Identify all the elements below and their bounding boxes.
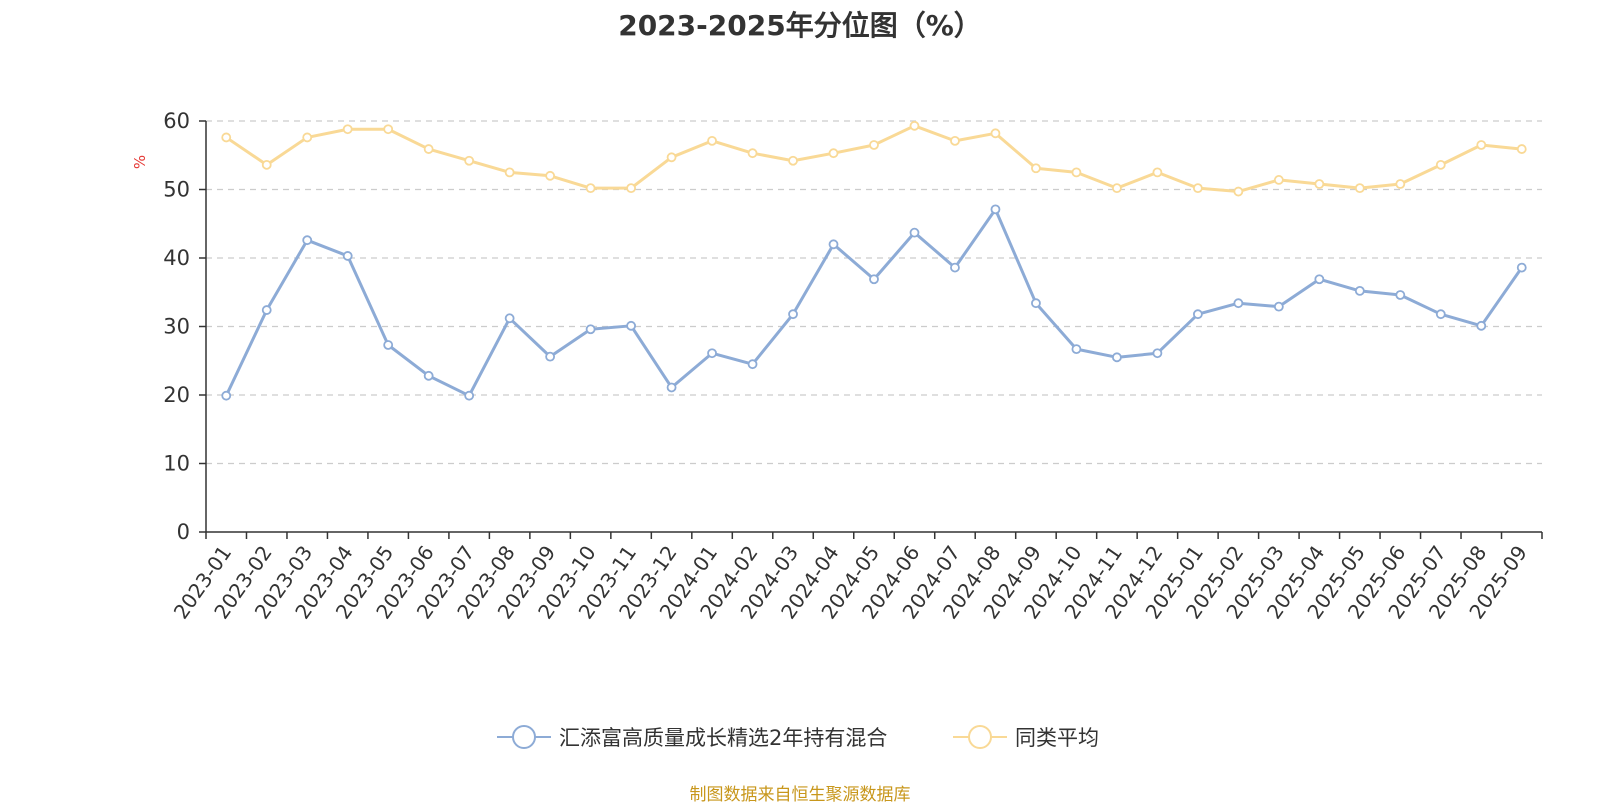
average-data-point[interactable] [504, 167, 515, 178]
fund-data-point[interactable] [1031, 298, 1041, 309]
average-data-point[interactable] [869, 140, 879, 150]
fund-data-point[interactable] [1112, 352, 1122, 363]
average-data-point[interactable] [261, 159, 272, 170]
chart-title: 2023-2025年分位图（%） [618, 9, 982, 42]
fund-data-point[interactable] [747, 359, 758, 370]
fund-data-point[interactable] [869, 274, 879, 285]
y-tick-label: 10 [163, 452, 190, 476]
average-data-point[interactable] [1314, 179, 1325, 189]
average-data-point[interactable] [1152, 167, 1163, 178]
fund-data-point[interactable] [1071, 344, 1082, 355]
average-data-point[interactable] [626, 183, 636, 194]
fund-data-point[interactable] [342, 251, 353, 261]
average-data-point[interactable] [1435, 159, 1446, 170]
average-data-point[interactable] [1273, 175, 1284, 185]
fund-data-point[interactable] [464, 390, 475, 401]
fund-data-point[interactable] [788, 309, 798, 320]
fund-series-line [224, 207, 1523, 398]
average-data-point[interactable] [383, 124, 394, 135]
average-data-point[interactable] [1354, 183, 1365, 194]
average-data-point[interactable] [1233, 186, 1244, 197]
y-tick-label: 30 [163, 315, 190, 339]
fund-data-point[interactable] [221, 390, 232, 401]
average-data-point[interactable] [1192, 183, 1203, 194]
fund-data-point[interactable] [990, 204, 1001, 215]
fund-data-point[interactable] [828, 239, 839, 250]
average-data-point[interactable] [585, 183, 596, 194]
legend-item-average[interactable]: 同类平均 [953, 722, 1099, 752]
average-data-point[interactable] [302, 132, 313, 143]
gridlines [206, 120, 1542, 465]
y-axis-label: % [131, 155, 149, 169]
average-data-point[interactable] [828, 148, 839, 159]
fund-data-point[interactable] [909, 227, 920, 238]
fund-data-point[interactable] [1314, 274, 1325, 285]
legend-label-average: 同类平均 [1015, 726, 1099, 750]
average-data-point[interactable] [221, 132, 232, 143]
fund-data-point[interactable] [302, 235, 313, 246]
average-data-point[interactable] [545, 170, 556, 181]
y-tick-label: 20 [163, 383, 190, 407]
average-data-point[interactable] [950, 135, 960, 146]
fund-data-point[interactable] [1273, 301, 1284, 312]
legend-label-fund: 汇添富高质量成长精选2年持有混合 [559, 726, 888, 750]
average-data-point[interactable] [909, 120, 920, 131]
fund-data-point[interactable] [1395, 290, 1406, 300]
average-data-point[interactable] [707, 135, 717, 146]
series-lines [221, 120, 1527, 401]
fund-data-point[interactable] [707, 348, 717, 359]
y-tick-label: 40 [163, 246, 190, 270]
fund-data-point[interactable] [1354, 285, 1365, 296]
y-tick-label: 0 [177, 520, 190, 544]
fund-data-point[interactable] [383, 340, 394, 350]
fund-data-point[interactable] [1233, 298, 1244, 309]
y-tick-label: 50 [163, 178, 190, 202]
legend-symbol-fund [497, 725, 551, 749]
average-data-point[interactable] [747, 148, 758, 159]
average-data-point[interactable] [1071, 167, 1082, 178]
fund-data-point[interactable] [1516, 262, 1527, 273]
source-note: 制图数据来自恒生聚源数据库 [689, 785, 911, 805]
average-data-point[interactable] [1395, 179, 1406, 189]
fund-data-point[interactable] [545, 351, 556, 362]
average-data-point[interactable] [666, 152, 677, 163]
average-data-point[interactable] [1112, 183, 1122, 194]
fund-data-point[interactable] [261, 305, 272, 315]
average-data-point[interactable] [423, 144, 434, 154]
fund-data-point[interactable] [585, 324, 596, 335]
fund-data-point[interactable] [950, 262, 960, 273]
fund-data-point[interactable] [504, 313, 515, 324]
y-tick-label: 60 [163, 109, 190, 133]
average-data-point[interactable] [342, 124, 353, 135]
average-data-point[interactable] [990, 128, 1001, 139]
fund-data-point[interactable] [423, 370, 434, 381]
fund-data-point[interactable] [626, 320, 636, 331]
fund-data-point[interactable] [1435, 309, 1446, 320]
average-data-point[interactable] [464, 155, 475, 166]
legend-item-fund[interactable]: 汇添富高质量成长精选2年持有混合 [497, 722, 887, 752]
average-data-point[interactable] [1476, 140, 1487, 150]
average-data-point[interactable] [1031, 163, 1041, 174]
fund-data-point[interactable] [1152, 348, 1163, 359]
fund-data-point[interactable] [666, 382, 677, 393]
fund-data-point[interactable] [1476, 320, 1487, 331]
average-data-point[interactable] [1516, 144, 1527, 154]
average-data-point[interactable] [788, 155, 798, 166]
average-series-line [225, 124, 1522, 194]
fund-data-point[interactable] [1192, 309, 1203, 320]
legend-symbol-average [953, 725, 1007, 749]
